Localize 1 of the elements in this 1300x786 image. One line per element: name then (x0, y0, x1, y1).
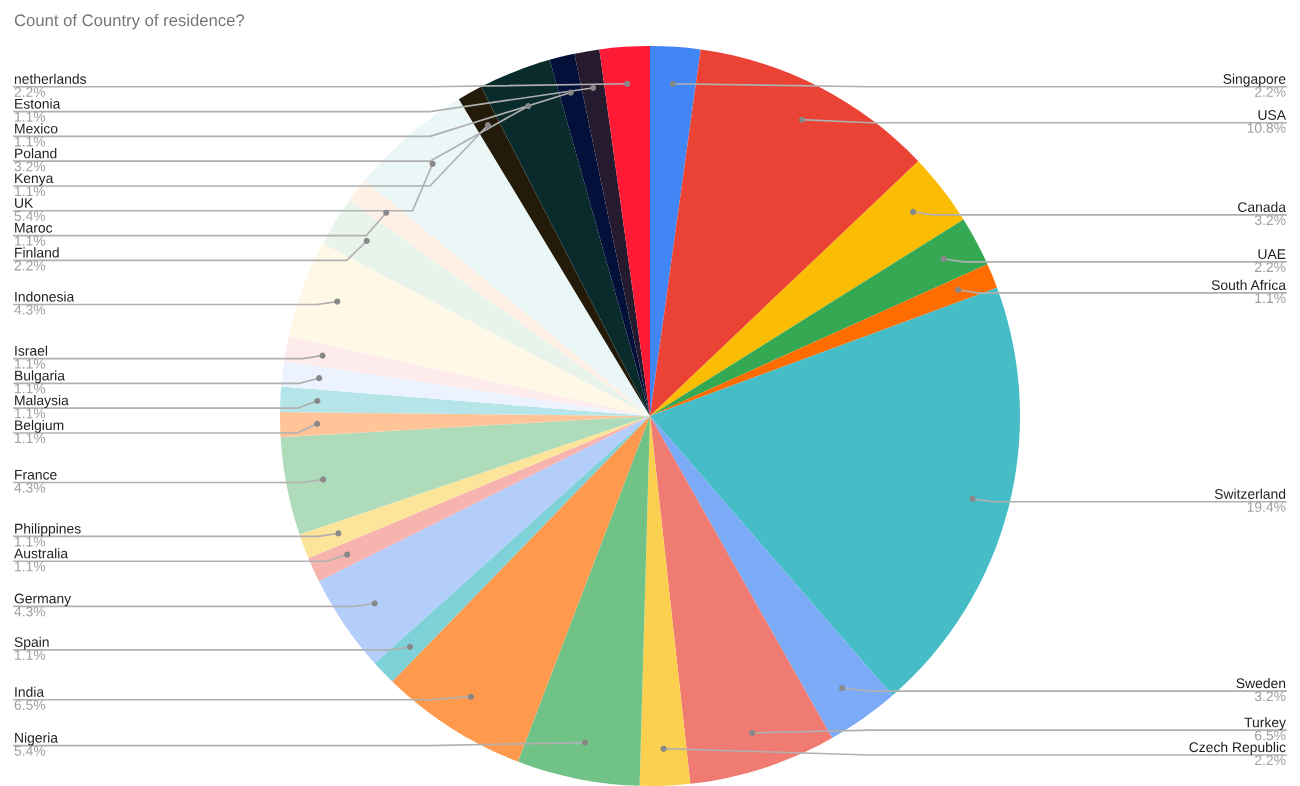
chart-title: Count of Country of residence? (14, 13, 245, 30)
